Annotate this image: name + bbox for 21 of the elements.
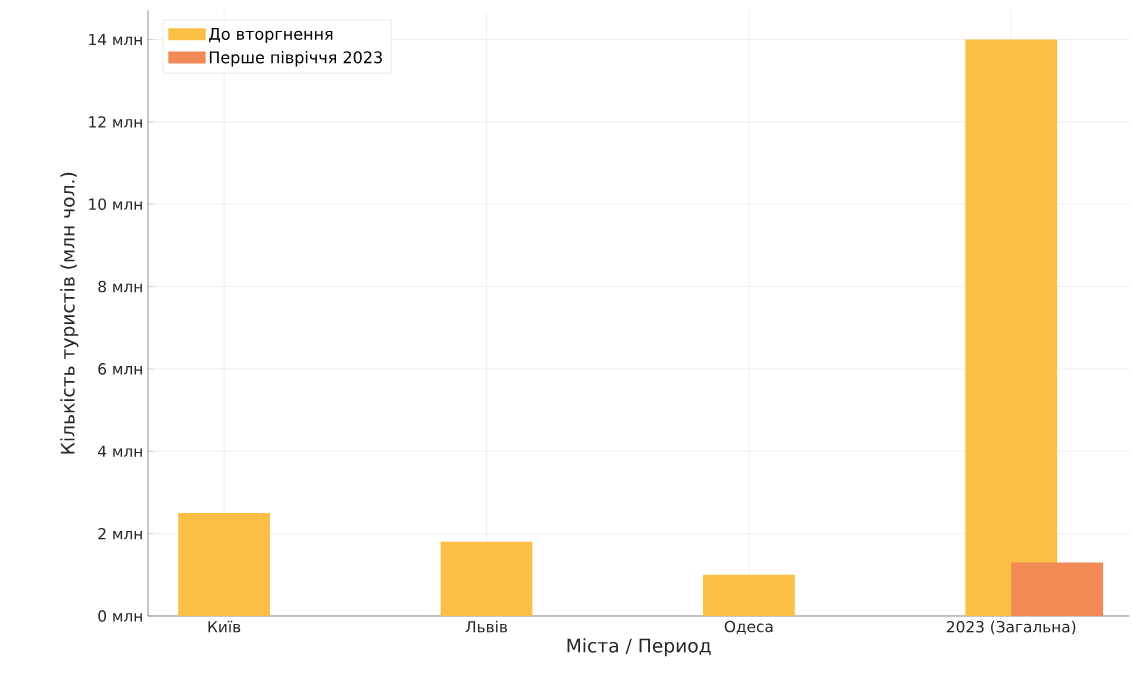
x-tick-label: Київ bbox=[208, 620, 241, 633]
bar bbox=[965, 39, 1058, 616]
y-tick-label: 12 млн bbox=[89, 116, 142, 128]
bar bbox=[702, 574, 795, 616]
x-tick-label: 2023 (Загальна) bbox=[947, 620, 1076, 635]
y-tick-label: 8 млн bbox=[98, 280, 142, 293]
bar bbox=[178, 512, 271, 616]
y-tick-label: 10 млн bbox=[89, 198, 142, 210]
y-tick-label: 4 млн bbox=[98, 445, 142, 457]
y-tick-label: 0 млн bbox=[98, 610, 142, 622]
legend-label: До вторгнення bbox=[209, 27, 333, 43]
legend-label: Перше півріччя 2023 bbox=[209, 50, 382, 67]
y-axis-title: Кількість туристів (млн чол.) bbox=[60, 172, 79, 454]
y-tick-label: 14 млн bbox=[89, 33, 142, 45]
y-tick-label: 2 млн bbox=[98, 527, 142, 540]
x-tick-label: Львів bbox=[465, 620, 508, 633]
x-axis-title: Міста / Период bbox=[567, 638, 711, 657]
x-tick-label: Одеса bbox=[724, 620, 773, 635]
y-tick-label: 6 млн bbox=[98, 362, 142, 375]
bar bbox=[440, 541, 533, 616]
bar bbox=[1011, 562, 1104, 616]
